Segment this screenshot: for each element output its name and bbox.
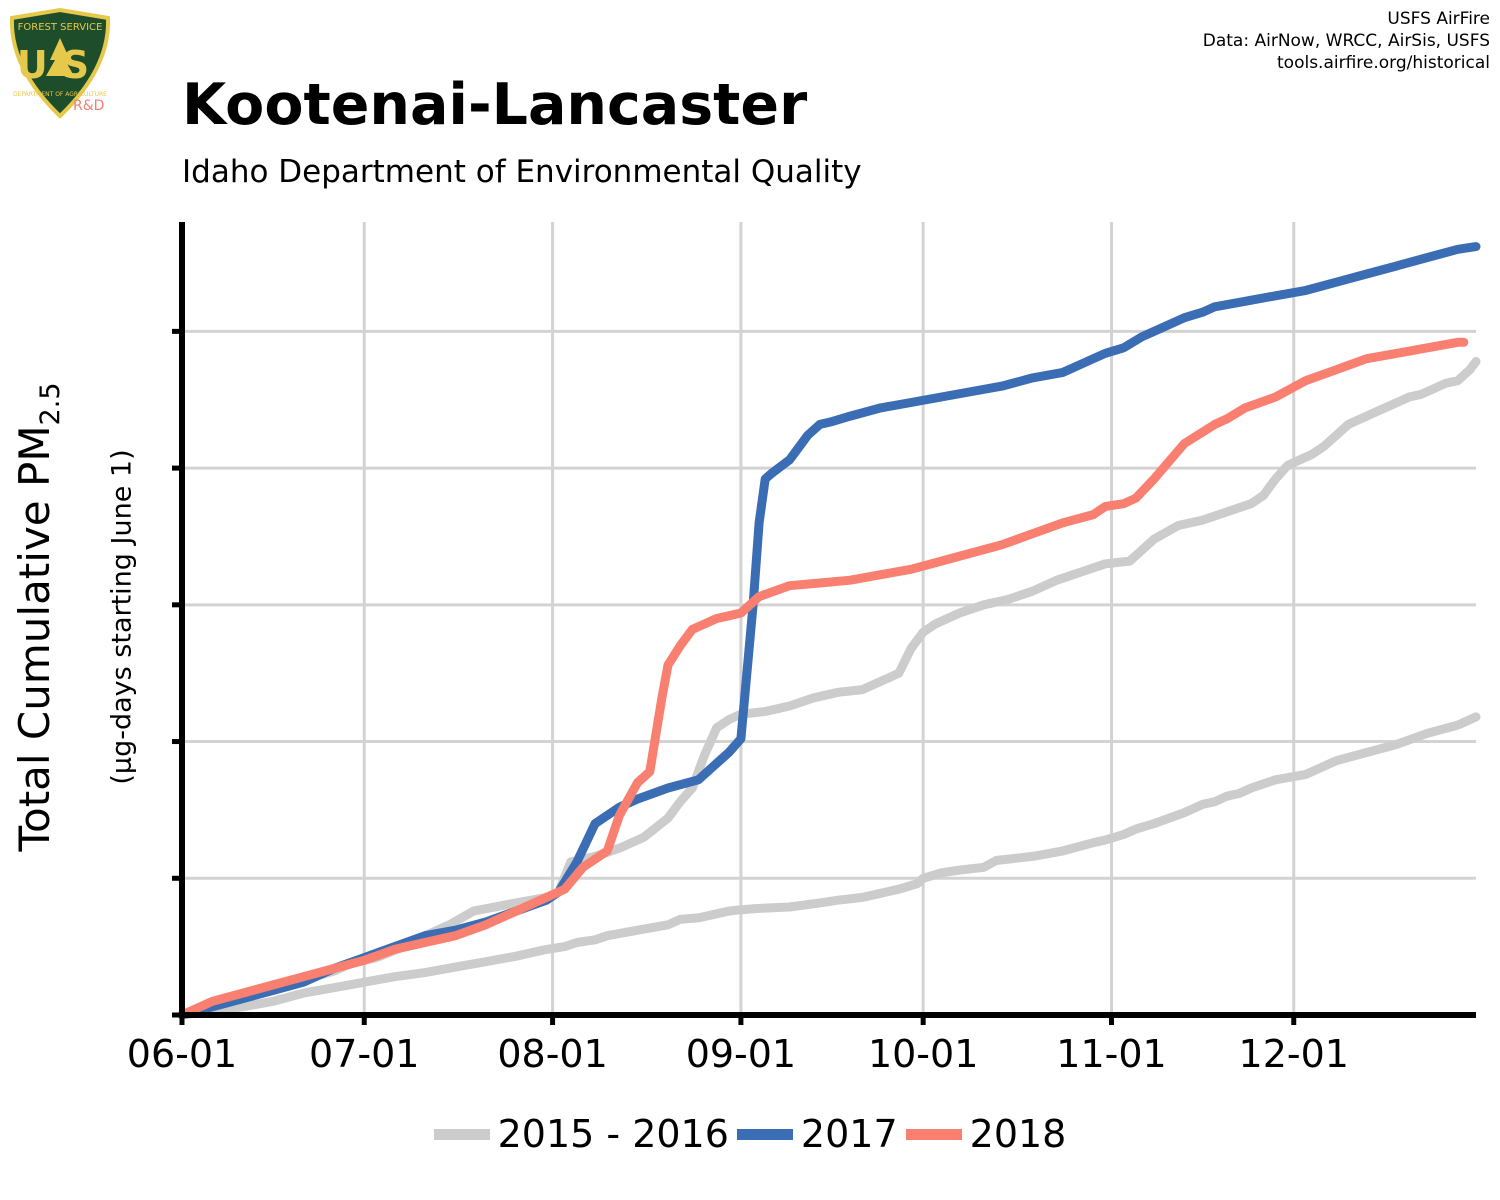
legend-swatch <box>905 1128 962 1140</box>
chart-subtitle: Idaho Department of Environmental Qualit… <box>182 154 862 190</box>
grid <box>182 222 1476 1015</box>
logo-top-text: FOREST SERVICE <box>18 22 103 33</box>
tree-icon <box>46 38 74 76</box>
credits-line-1: USFS AirFire <box>1387 9 1490 29</box>
x-tick-label: 06-01 <box>127 1032 237 1076</box>
legend-label: 2015 - 2016 <box>497 1112 729 1156</box>
x-tick-label: 12-01 <box>1239 1032 1349 1076</box>
credits: USFS AirFire Data: AirNow, WRCC, AirSis,… <box>1203 8 1490 74</box>
logo-bottom-text: DEPARTMENT OF AGRICULTURE <box>13 91 107 98</box>
x-tick-label: 09-01 <box>686 1032 796 1076</box>
legend-item: 2018 <box>905 1112 1067 1156</box>
legend-label: 2017 <box>800 1112 898 1156</box>
x-tick-label: 07-01 <box>309 1032 419 1076</box>
axes <box>172 222 1476 1018</box>
legend-item: 2017 <box>736 1112 898 1156</box>
usfs-logo: FOREST SERVICE US DEPARTMENT OF AGRICULT… <box>8 7 112 120</box>
series-line-0 <box>177 357 1481 1020</box>
x-ticks: 06-01 07-01 08-01 09-01 10-01 11-01 12-01 <box>127 1015 1349 1076</box>
legend-label: 2018 <box>969 1112 1067 1156</box>
legend-item: 2015 - 2016 <box>433 1112 729 1156</box>
chart-title: Kootenai-Lancaster <box>182 72 808 138</box>
x-tick-label: 10-01 <box>868 1032 978 1076</box>
credits-line-3: tools.airfire.org/historical <box>1277 53 1490 73</box>
credits-line-2: Data: AirNow, WRCC, AirSis, USFS <box>1202 31 1490 51</box>
logo-badge: R&D <box>73 98 105 114</box>
x-tick-label: 11-01 <box>1056 1032 1166 1076</box>
series-group <box>177 242 1481 1020</box>
legend: 2015 - 2016 2017 2018 <box>0 1112 1500 1156</box>
series-line-3 <box>177 337 1469 1020</box>
series-line-1 <box>177 712 1481 1020</box>
legend-swatch <box>433 1128 490 1140</box>
legend-swatch <box>736 1128 793 1140</box>
x-tick-label: 08-01 <box>497 1032 607 1076</box>
